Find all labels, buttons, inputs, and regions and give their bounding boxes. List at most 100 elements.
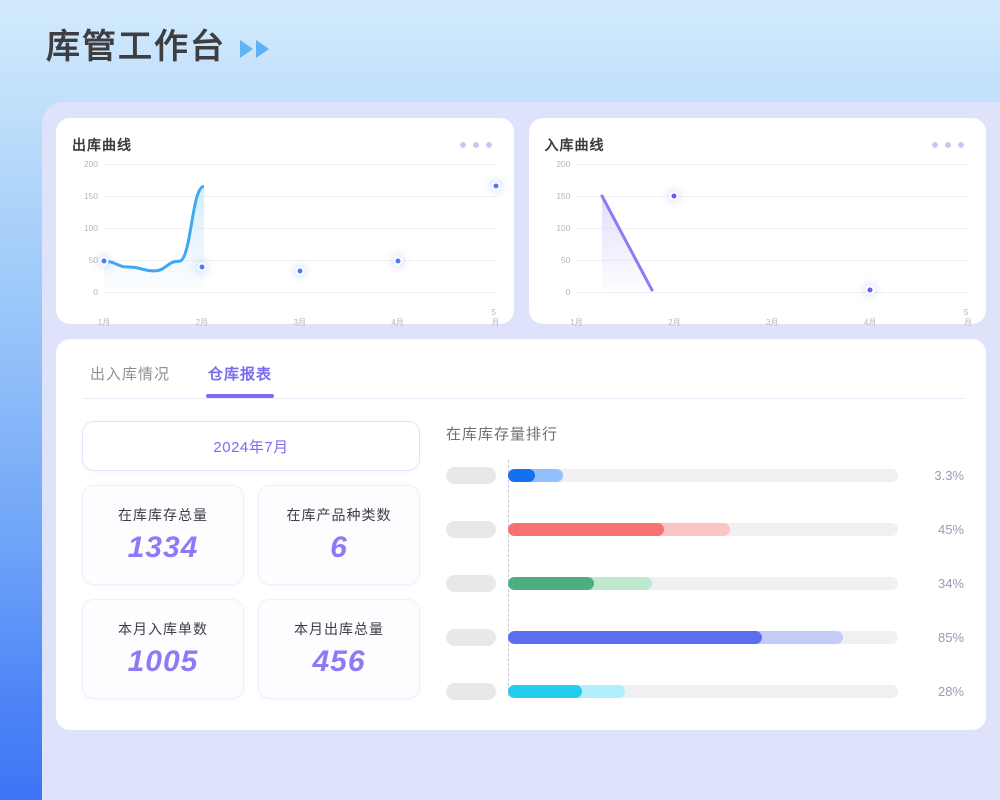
- ranking-bar-track: [508, 576, 898, 590]
- ranking-bar-primary: [508, 468, 536, 482]
- stat-card-total-stock[interactable]: 在库库存总量 1334: [82, 485, 244, 585]
- ranking-column: 在库库存量排行 3.3% 45% 34% 85% 28%: [446, 421, 964, 700]
- ranking-item-label: [446, 466, 496, 484]
- x-axis-tick: 2月: [668, 318, 681, 327]
- ranking-row[interactable]: 34%: [446, 574, 964, 592]
- data-point[interactable]: [99, 256, 109, 266]
- ranking-item-label: [446, 520, 496, 538]
- x-axis-tick: 3月: [766, 318, 779, 327]
- x-axis-tick: 3月: [293, 318, 306, 327]
- data-point[interactable]: [295, 266, 305, 276]
- y-axis-tick: 200: [83, 159, 98, 169]
- gridline: [104, 164, 496, 165]
- chart-header: 出库曲线: [72, 134, 496, 156]
- dot: [932, 142, 938, 148]
- dot: [459, 142, 466, 148]
- ranking-row[interactable]: 45%: [446, 520, 964, 538]
- dot: [958, 142, 964, 148]
- panel-tabs: 出入库情况 仓库报表: [82, 357, 964, 399]
- data-point[interactable]: [491, 181, 500, 191]
- tab-inout-status[interactable]: 出入库情况: [90, 366, 171, 383]
- dot: [945, 142, 951, 148]
- chevron-right-icon: [256, 40, 269, 58]
- report-panel: 出入库情况 仓库报表 2024年7月 在库库存总量 1334 在库产品种类数 6: [56, 339, 986, 730]
- stat-value: 1005: [127, 645, 199, 678]
- data-point[interactable]: [669, 191, 679, 201]
- dashboard-shell: 出库曲线 200 150 100 50 0 1月 2月 3月 4月 5月 入库曲线 200 150 1…: [42, 102, 1000, 800]
- line-series: [577, 164, 677, 292]
- ranking-percent-label: 34%: [937, 575, 964, 591]
- stat-value: 6: [330, 531, 348, 564]
- outbound-chart-card: 出库曲线 200 150 100 50 0 1月 2月 3月 4月 5月: [56, 118, 514, 327]
- chart-header: 入库曲线: [545, 134, 969, 156]
- ranking-bar-track: [508, 630, 898, 644]
- gridline: [104, 292, 496, 293]
- chevron-right-icon: [240, 40, 253, 58]
- ranking-title: 在库库存量排行: [446, 426, 559, 443]
- series-line: [602, 196, 652, 290]
- stat-card-product-types[interactable]: 在库产品种类数 6: [258, 485, 420, 585]
- ranking-percent-label: 45%: [937, 521, 964, 537]
- gridline: [576, 196, 968, 197]
- y-axis-tick: 200: [556, 159, 571, 169]
- page-header: 库管工作台: [46, 30, 269, 64]
- inbound-line-plot: 200 150 100 50 0 1月 2月 3月 4月 5月: [545, 159, 972, 327]
- gridline: [576, 260, 968, 261]
- ranking-rows: 3.3% 45% 34% 85% 28%: [446, 460, 964, 700]
- y-axis-tick: 50: [561, 255, 571, 265]
- ranking-item-label: [446, 628, 496, 646]
- area-fill: [104, 186, 204, 292]
- ranking-row[interactable]: 3.3%: [446, 466, 964, 484]
- double-chevron-right-icon: [240, 40, 269, 58]
- dot: [472, 142, 479, 148]
- ranking-row[interactable]: 85%: [446, 628, 964, 646]
- stat-value: 1334: [127, 531, 199, 564]
- stat-label: 在库产品种类数: [286, 507, 392, 523]
- y-axis-tick: 100: [556, 223, 571, 233]
- gridline: [576, 228, 968, 229]
- gridline: [576, 292, 968, 293]
- y-axis-tick: 150: [83, 191, 98, 201]
- stat-label: 在库库存总量: [118, 507, 208, 523]
- page-title: 库管工作台: [46, 28, 226, 66]
- gridline: [104, 228, 496, 229]
- chart-title: 出库曲线: [72, 137, 132, 153]
- ranking-bar-track: [508, 684, 898, 698]
- data-point[interactable]: [197, 262, 207, 272]
- outbound-line-plot: 200 150 100 50 0 1月 2月 3月 4月 5月: [72, 159, 500, 327]
- ranking-item-label: [446, 682, 496, 700]
- ranking-bar-track: [508, 468, 898, 482]
- panel-body: 2024年7月 在库库存总量 1334 在库产品种类数 6 本月入库单数 100…: [82, 399, 964, 700]
- y-axis-tick: 150: [556, 191, 571, 201]
- gridline: [104, 196, 496, 197]
- ranking-bar-primary: [508, 630, 762, 644]
- month-selector-label: 2024年7月: [213, 438, 289, 456]
- ranking-row[interactable]: 28%: [446, 682, 964, 700]
- stat-card-inbound-orders[interactable]: 本月入库单数 1005: [82, 599, 244, 699]
- y-axis-tick: 0: [93, 287, 98, 297]
- x-axis-tick: 2月: [195, 318, 209, 327]
- series-line: [104, 186, 204, 270]
- tab-warehouse-report[interactable]: 仓库报表: [206, 357, 275, 398]
- x-axis-tick: 4月: [863, 318, 877, 327]
- dot: [485, 142, 492, 148]
- x-axis-tick: 5月: [964, 308, 972, 327]
- x-axis-tick: 4月: [391, 318, 404, 327]
- stat-value: 456: [312, 645, 366, 678]
- stat-label: 本月出库总量: [294, 621, 384, 637]
- ranking-item-label: [446, 574, 496, 592]
- gridline: [576, 164, 968, 165]
- stat-grid: 在库库存总量 1334 在库产品种类数 6 本月入库单数 1005 本月出库总量…: [82, 485, 420, 699]
- data-point[interactable]: [393, 256, 403, 266]
- ranking-percent-label: 85%: [937, 629, 964, 645]
- chart-title: 入库曲线: [544, 137, 605, 153]
- more-dots-icon[interactable]: [932, 142, 968, 148]
- x-axis-tick: 1月: [97, 318, 111, 327]
- y-axis-tick: 50: [88, 255, 98, 265]
- data-point[interactable]: [865, 285, 875, 295]
- more-dots-icon[interactable]: [459, 142, 496, 148]
- stat-card-outbound-total[interactable]: 本月出库总量 456: [258, 599, 420, 699]
- month-selector[interactable]: 2024年7月: [82, 421, 420, 471]
- ranking-bar-primary: [508, 684, 583, 698]
- ranking-bar-track: [508, 522, 898, 536]
